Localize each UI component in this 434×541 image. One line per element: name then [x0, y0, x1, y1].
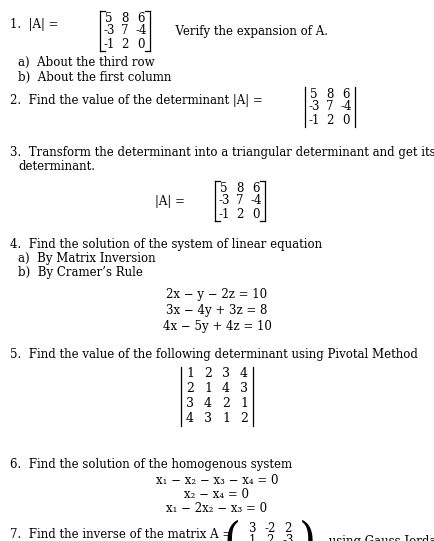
Text: -1: -1 — [218, 208, 229, 221]
Text: -4: -4 — [339, 101, 351, 114]
Text: 3: 3 — [186, 397, 194, 410]
Text: 2: 2 — [221, 397, 230, 410]
Text: 3.  Transform the determinant into a triangular determinant and get its: 3. Transform the determinant into a tria… — [10, 146, 434, 159]
Text: 2: 2 — [266, 535, 273, 541]
Text: 8: 8 — [326, 88, 333, 101]
Text: b)  About the first column: b) About the first column — [18, 71, 171, 84]
Text: -1: -1 — [308, 114, 319, 127]
Text: 7: 7 — [326, 101, 333, 114]
Text: 4: 4 — [221, 382, 230, 395]
Text: 2: 2 — [284, 522, 291, 535]
Text: 4x − 5y + 4z = 10: 4x − 5y + 4z = 10 — [162, 320, 271, 333]
Text: 1: 1 — [240, 397, 247, 410]
Text: 2: 2 — [204, 367, 211, 380]
Text: 1: 1 — [221, 412, 230, 425]
Text: 6: 6 — [137, 11, 145, 24]
Text: -1: -1 — [103, 37, 115, 50]
Text: 3: 3 — [204, 412, 211, 425]
Text: 4: 4 — [240, 367, 247, 380]
Text: 5: 5 — [105, 11, 112, 24]
Text: 5.  Find the value of the following determinant using Pivotal Method: 5. Find the value of the following deter… — [10, 348, 417, 361]
Text: 5: 5 — [309, 88, 317, 101]
Text: -3: -3 — [218, 195, 229, 208]
Text: determinant.: determinant. — [18, 160, 95, 173]
Text: |A| =: |A| = — [155, 195, 184, 208]
Text: 2: 2 — [186, 382, 194, 395]
Text: b)  By Cramer’s Rule: b) By Cramer’s Rule — [18, 266, 142, 279]
Text: x₂ − x₄ = 0: x₂ − x₄ = 0 — [184, 488, 249, 501]
Text: 2: 2 — [121, 37, 128, 50]
Text: 7.  Find the inverse of the matrix A =: 7. Find the inverse of the matrix A = — [10, 528, 232, 541]
Text: x₁ − x₂ − x₃ − x₄ = 0: x₁ − x₂ − x₃ − x₄ = 0 — [155, 474, 278, 487]
Text: 7: 7 — [121, 24, 128, 37]
Text: 4: 4 — [204, 397, 211, 410]
Text: 6: 6 — [342, 88, 349, 101]
Text: 0: 0 — [252, 208, 259, 221]
Text: x₁ − 2x₂ − x₃ = 0: x₁ − 2x₂ − x₃ = 0 — [166, 502, 267, 515]
Text: -2: -2 — [264, 522, 275, 535]
Text: 1: 1 — [186, 367, 194, 380]
Text: a)  By Matrix Inversion: a) By Matrix Inversion — [18, 252, 155, 265]
Text: -4: -4 — [135, 24, 146, 37]
Text: 4: 4 — [186, 412, 194, 425]
Text: -3: -3 — [308, 101, 319, 114]
Text: 2: 2 — [240, 412, 247, 425]
Text: 5: 5 — [220, 181, 227, 195]
Text: 3x − 4y + 3z = 8: 3x − 4y + 3z = 8 — [166, 304, 267, 317]
Text: 1.  |A| =: 1. |A| = — [10, 18, 58, 31]
Text: 7: 7 — [236, 195, 243, 208]
Text: 1: 1 — [248, 535, 255, 541]
Text: 2: 2 — [326, 114, 333, 127]
Text: ): ) — [298, 519, 316, 541]
Text: using Gauss Jordan: using Gauss Jordan — [324, 535, 434, 541]
Text: -3: -3 — [282, 535, 293, 541]
Text: 2: 2 — [236, 208, 243, 221]
Text: (: ( — [224, 519, 240, 541]
Text: 8: 8 — [236, 181, 243, 195]
Text: 0: 0 — [137, 37, 145, 50]
Text: 1: 1 — [204, 382, 211, 395]
Text: 3: 3 — [248, 522, 255, 535]
Text: 3: 3 — [221, 367, 230, 380]
Text: 8: 8 — [121, 11, 128, 24]
Text: 6.  Find the solution of the homogenous system: 6. Find the solution of the homogenous s… — [10, 458, 292, 471]
Text: 2x − y − 2z = 10: 2x − y − 2z = 10 — [166, 288, 267, 301]
Text: a)  About the third row: a) About the third row — [18, 56, 154, 69]
Text: 2.  Find the value of the determinant |A| =: 2. Find the value of the determinant |A|… — [10, 94, 262, 107]
Text: 6: 6 — [252, 181, 259, 195]
Text: 0: 0 — [342, 114, 349, 127]
Text: -3: -3 — [103, 24, 115, 37]
Text: Verify the expansion of A.: Verify the expansion of A. — [168, 24, 327, 37]
Text: 3: 3 — [240, 382, 247, 395]
Text: -4: -4 — [250, 195, 261, 208]
Text: 4.  Find the solution of the system of linear equation: 4. Find the solution of the system of li… — [10, 238, 322, 251]
